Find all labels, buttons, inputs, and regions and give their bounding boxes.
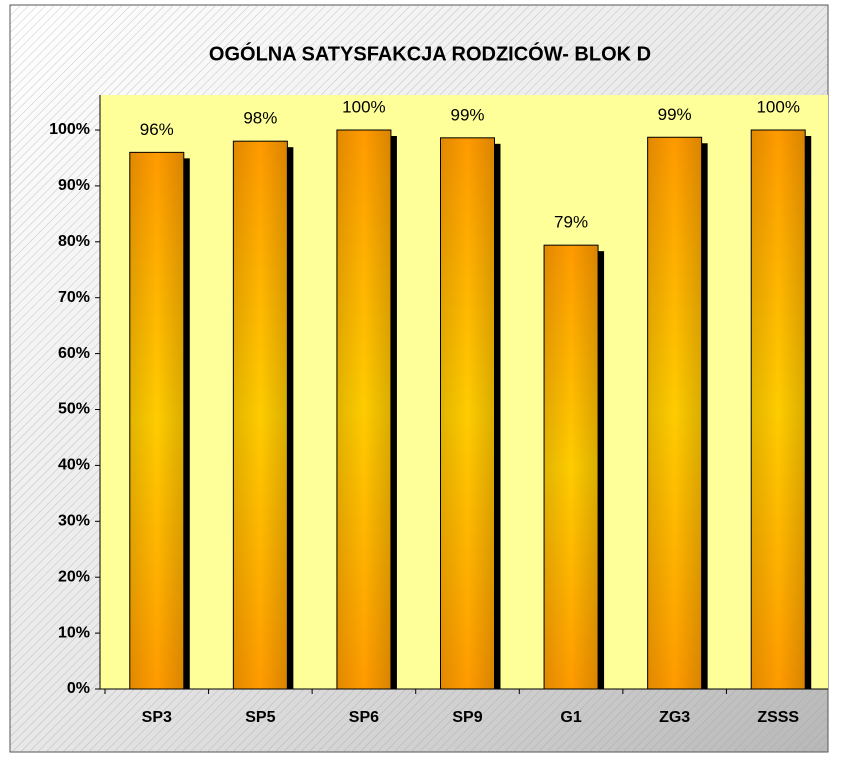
x-tick-label: G1 (560, 709, 581, 726)
value-label: 79% (554, 213, 588, 232)
y-tick-label: 90% (58, 177, 90, 194)
y-tick-label: 30% (58, 513, 90, 530)
chart-title: OGÓLNA SATYSFAKCJA RODZICÓW- BLOK D (209, 41, 651, 65)
bar-shade (129, 152, 184, 690)
y-tick-label: 40% (58, 457, 90, 474)
bar-shade (233, 141, 288, 689)
value-label: 100% (756, 97, 799, 116)
x-tick-label: SP9 (452, 709, 482, 726)
x-tick-label: SP3 (142, 709, 172, 726)
y-tick-label: 80% (58, 233, 90, 250)
y-tick-label: 50% (58, 401, 90, 418)
y-tick-label: 60% (58, 345, 90, 362)
bar-shade (336, 130, 391, 689)
value-label: 96% (140, 120, 174, 139)
bar-shade (647, 137, 702, 690)
value-label: 100% (342, 97, 385, 116)
bar-shade (440, 137, 495, 690)
value-label: 98% (243, 109, 277, 128)
bar-shade (751, 130, 806, 689)
x-tick-label: SP6 (349, 709, 379, 726)
bar-shade (544, 245, 599, 690)
x-tick-label: SP5 (245, 709, 275, 726)
y-tick-label: 100% (49, 121, 90, 138)
y-tick-label: 10% (58, 624, 90, 641)
value-label: 99% (450, 105, 484, 124)
value-label: 99% (658, 105, 692, 124)
x-tick-label: ZSSS (757, 709, 799, 726)
y-tick-label: 0% (67, 680, 90, 697)
y-tick-label: 70% (58, 289, 90, 306)
x-tick-label: ZG3 (659, 709, 690, 726)
y-tick-label: 20% (58, 568, 90, 585)
